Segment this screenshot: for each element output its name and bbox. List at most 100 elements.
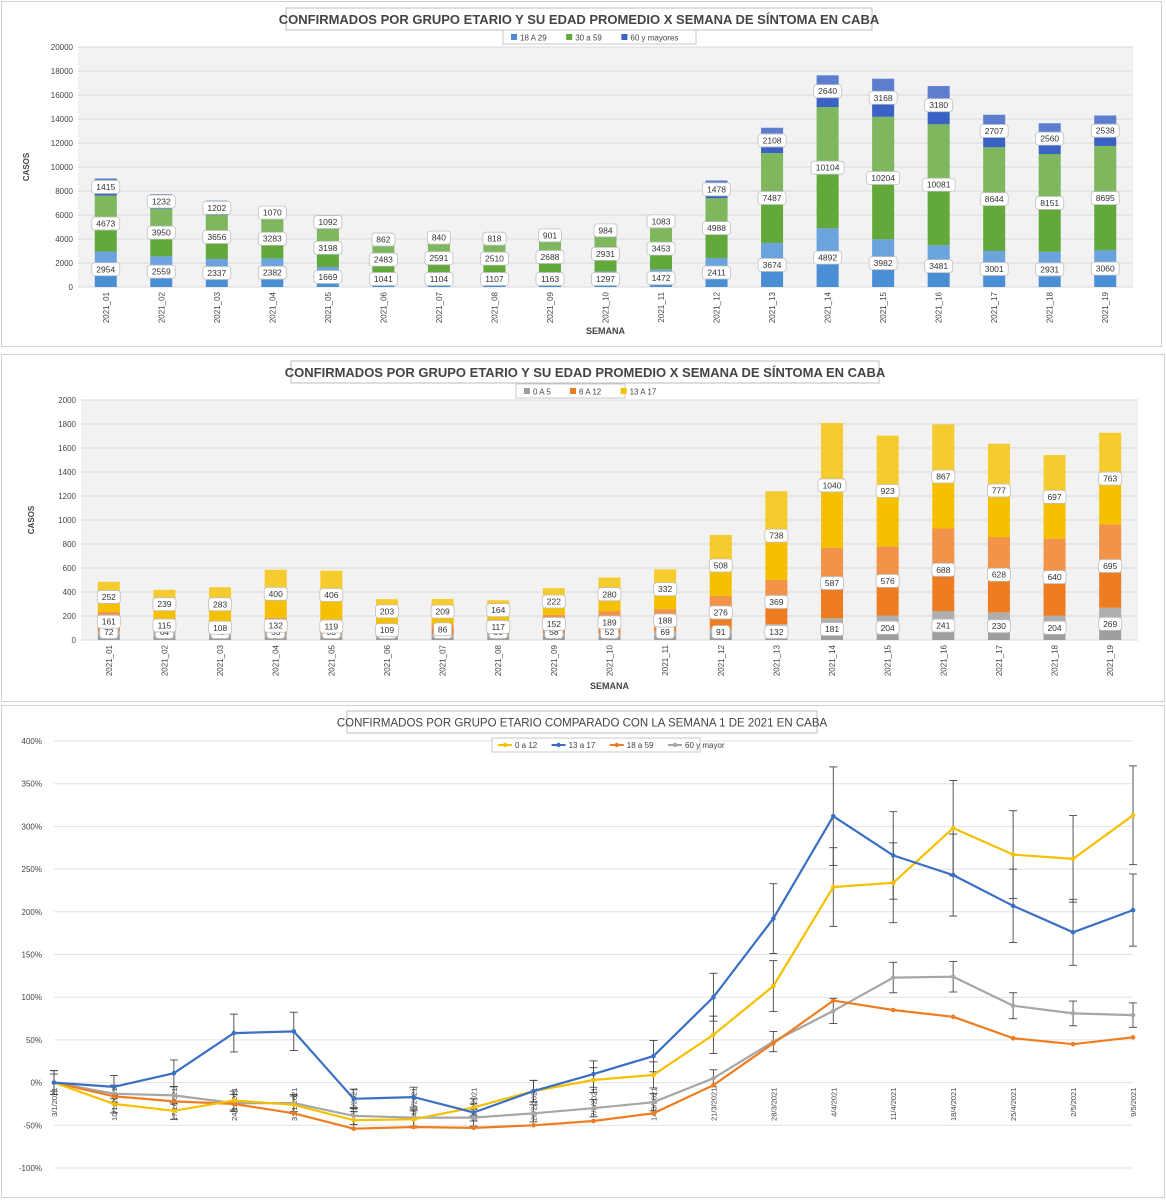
data-point-3: [531, 1111, 536, 1116]
data-label-box: [979, 192, 1009, 207]
bar-shade-1: [983, 147, 1006, 194]
data-point-3: [471, 1115, 476, 1120]
x-tick-label: 11/4/2021: [889, 1088, 898, 1121]
y-tick-label: -50%: [23, 1121, 42, 1130]
data-label: 269: [1103, 619, 1117, 629]
x-tick-label: 28/3/2021: [769, 1088, 778, 1121]
data-label-box: [597, 615, 622, 630]
data-label-box: [813, 84, 843, 99]
data-label: 4673: [96, 219, 115, 229]
data-label: 576: [881, 576, 895, 586]
bar-shade-1: [932, 528, 955, 566]
data-point-2: [531, 1123, 536, 1128]
y-tick-label: 300%: [22, 822, 42, 831]
data-label-box: [313, 270, 343, 284]
data-label: 10081: [927, 180, 951, 190]
data-point-0: [591, 1077, 596, 1083]
x-tick-label: 7/2/2021: [350, 1088, 359, 1117]
y-axis-title: CASOS: [27, 505, 36, 534]
bar-shade-1: [927, 124, 950, 179]
data-point-0: [231, 1098, 237, 1103]
x-tick-label: 2021_12: [713, 291, 722, 323]
data-label: 923: [881, 486, 895, 496]
x-tick-label: 2021_06: [379, 291, 388, 323]
data-label-box: [764, 595, 789, 609]
data-label-box: [319, 619, 344, 634]
data-point-2: [651, 1111, 656, 1116]
data-label: 640: [1047, 572, 1061, 582]
data-label: 1669: [318, 272, 337, 282]
x-tick-label: 2021_11: [657, 291, 666, 322]
data-label: 1083: [652, 216, 671, 226]
data-label-box: [1098, 471, 1123, 486]
data-point-0: [471, 1105, 476, 1110]
data-label: 695: [1103, 561, 1117, 571]
y-tick-label: 1200: [58, 492, 76, 501]
data-label: 3180: [929, 100, 948, 110]
data-label-box: [424, 251, 454, 266]
data-point-0: [890, 880, 896, 886]
data-label: 3168: [874, 93, 893, 103]
data-label-box: [1035, 131, 1065, 146]
data-label: 2560: [1040, 134, 1059, 144]
y-tick-label: 0: [69, 283, 74, 292]
y-tick-label: 150%: [22, 951, 42, 960]
chart-title-box: [290, 360, 880, 384]
data-point-2: [171, 1099, 177, 1104]
x-tick-label: 2021_10: [606, 644, 615, 676]
data-label-box: [313, 240, 343, 255]
data-label-box: [820, 622, 844, 637]
data-label: 3950: [152, 228, 171, 238]
bar-shade-2: [1043, 455, 1066, 493]
data-point-3: [651, 1099, 656, 1105]
data-point-2: [111, 1093, 117, 1099]
data-point-0: [171, 1108, 177, 1114]
data-label: 230: [992, 621, 1006, 631]
y-tick-label: 8000: [55, 187, 73, 196]
data-label-box: [597, 587, 622, 602]
data-label: 1107: [485, 274, 504, 284]
data-label: 1104: [430, 274, 449, 284]
data-label: 1040: [823, 480, 842, 490]
bar-shade-2: [876, 435, 899, 486]
legend-swatch-0: [511, 34, 517, 40]
bar-shade-2: [320, 570, 343, 593]
x-tick-label: 3/1/2021: [50, 1088, 59, 1117]
legend-label-2: 60 y mayores: [630, 34, 678, 43]
data-label: 2688: [541, 252, 560, 262]
data-label-box: [91, 180, 121, 194]
data-point-1: [171, 1070, 177, 1076]
y-tick-label: 12000: [51, 139, 74, 148]
bar-shade-0: [761, 242, 784, 263]
data-label: 1041: [374, 274, 393, 284]
data-label-box: [931, 562, 956, 577]
data-point-1: [531, 1088, 536, 1094]
data-point-2: [471, 1125, 476, 1131]
y-tick-label: 0%: [30, 1079, 42, 1088]
y-tick-label: 18000: [51, 67, 74, 76]
data-label-box: [482, 231, 507, 246]
data-label: 239: [157, 599, 171, 609]
data-label: 1297: [596, 274, 615, 284]
data-point-0: [771, 983, 776, 989]
legend-label-3: 60 y mayor: [685, 741, 725, 750]
data-point-2: [771, 1041, 776, 1046]
y-tick-label: 200: [63, 612, 77, 621]
data-label-box: [757, 133, 787, 148]
bar-shade-1: [765, 579, 788, 600]
chart-panel-comparison: CONFIRMADOS POR GRUPO ETARIO COMPARADO C…: [1, 705, 1165, 1198]
y-tick-label: 2000: [58, 396, 76, 405]
data-point-1: [1070, 929, 1076, 935]
bar-shade-1: [1043, 538, 1066, 574]
data-label-box: [591, 272, 620, 286]
data-label-box: [257, 265, 287, 280]
data-label-box: [875, 484, 900, 498]
data-label: 3674: [763, 260, 782, 270]
data-label: 3453: [652, 244, 671, 254]
data-point-0: [111, 1101, 117, 1107]
data-point-0: [411, 1117, 416, 1122]
data-label-box: [1042, 570, 1067, 585]
data-point-0: [351, 1117, 357, 1123]
x-tick-label: 25/4/2021: [1009, 1088, 1018, 1121]
x-tick-label: 2/5/2021: [1069, 1088, 1078, 1117]
